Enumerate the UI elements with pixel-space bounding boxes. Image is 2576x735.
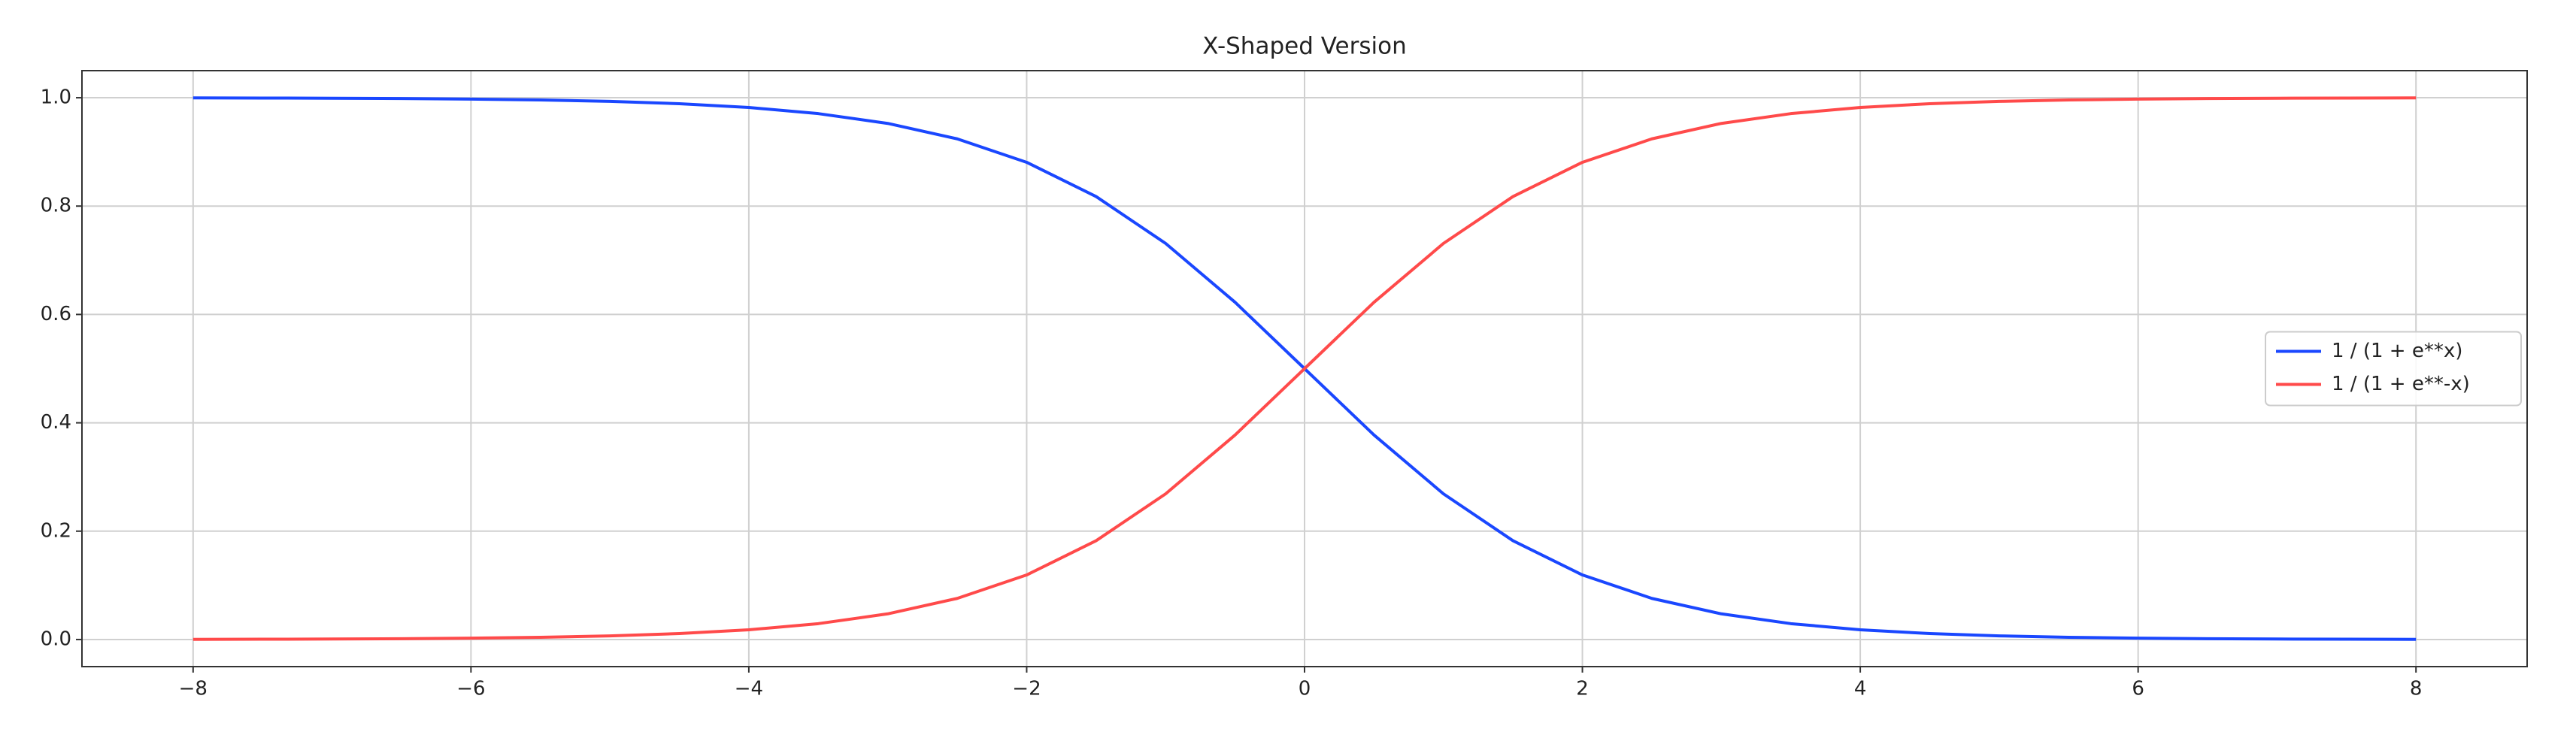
plot-frame [81,70,2528,667]
x-tick-label: −2 [1012,678,1041,700]
legend-label: 1 / (1 + e**x) [2332,340,2462,362]
x-tick-label: 6 [2132,678,2144,700]
x-tick-label: −4 [735,678,763,700]
y-tick-label: 0.0 [41,628,71,650]
x-tick-label: 4 [1854,678,1867,700]
y-tick-label: 1.0 [41,86,71,109]
x-tick-label: −8 [179,678,208,700]
x-tick-label: 8 [2410,678,2423,700]
y-tick-label: 0.8 [41,195,71,217]
x-tick-label: 0 [1299,678,1311,700]
series-line [192,96,2417,641]
x-tick-label: 2 [1576,678,1589,700]
legend-label: 1 / (1 + e**-x) [2332,373,2470,395]
chart-title: X-Shaped Version [1202,33,1406,60]
legend-box [2265,331,2522,407]
y-tick-label: 0.2 [41,519,71,542]
y-tick-label: 0.4 [41,411,71,434]
y-tick-label: 0.6 [41,303,71,325]
x-tick-label: −6 [456,678,485,700]
